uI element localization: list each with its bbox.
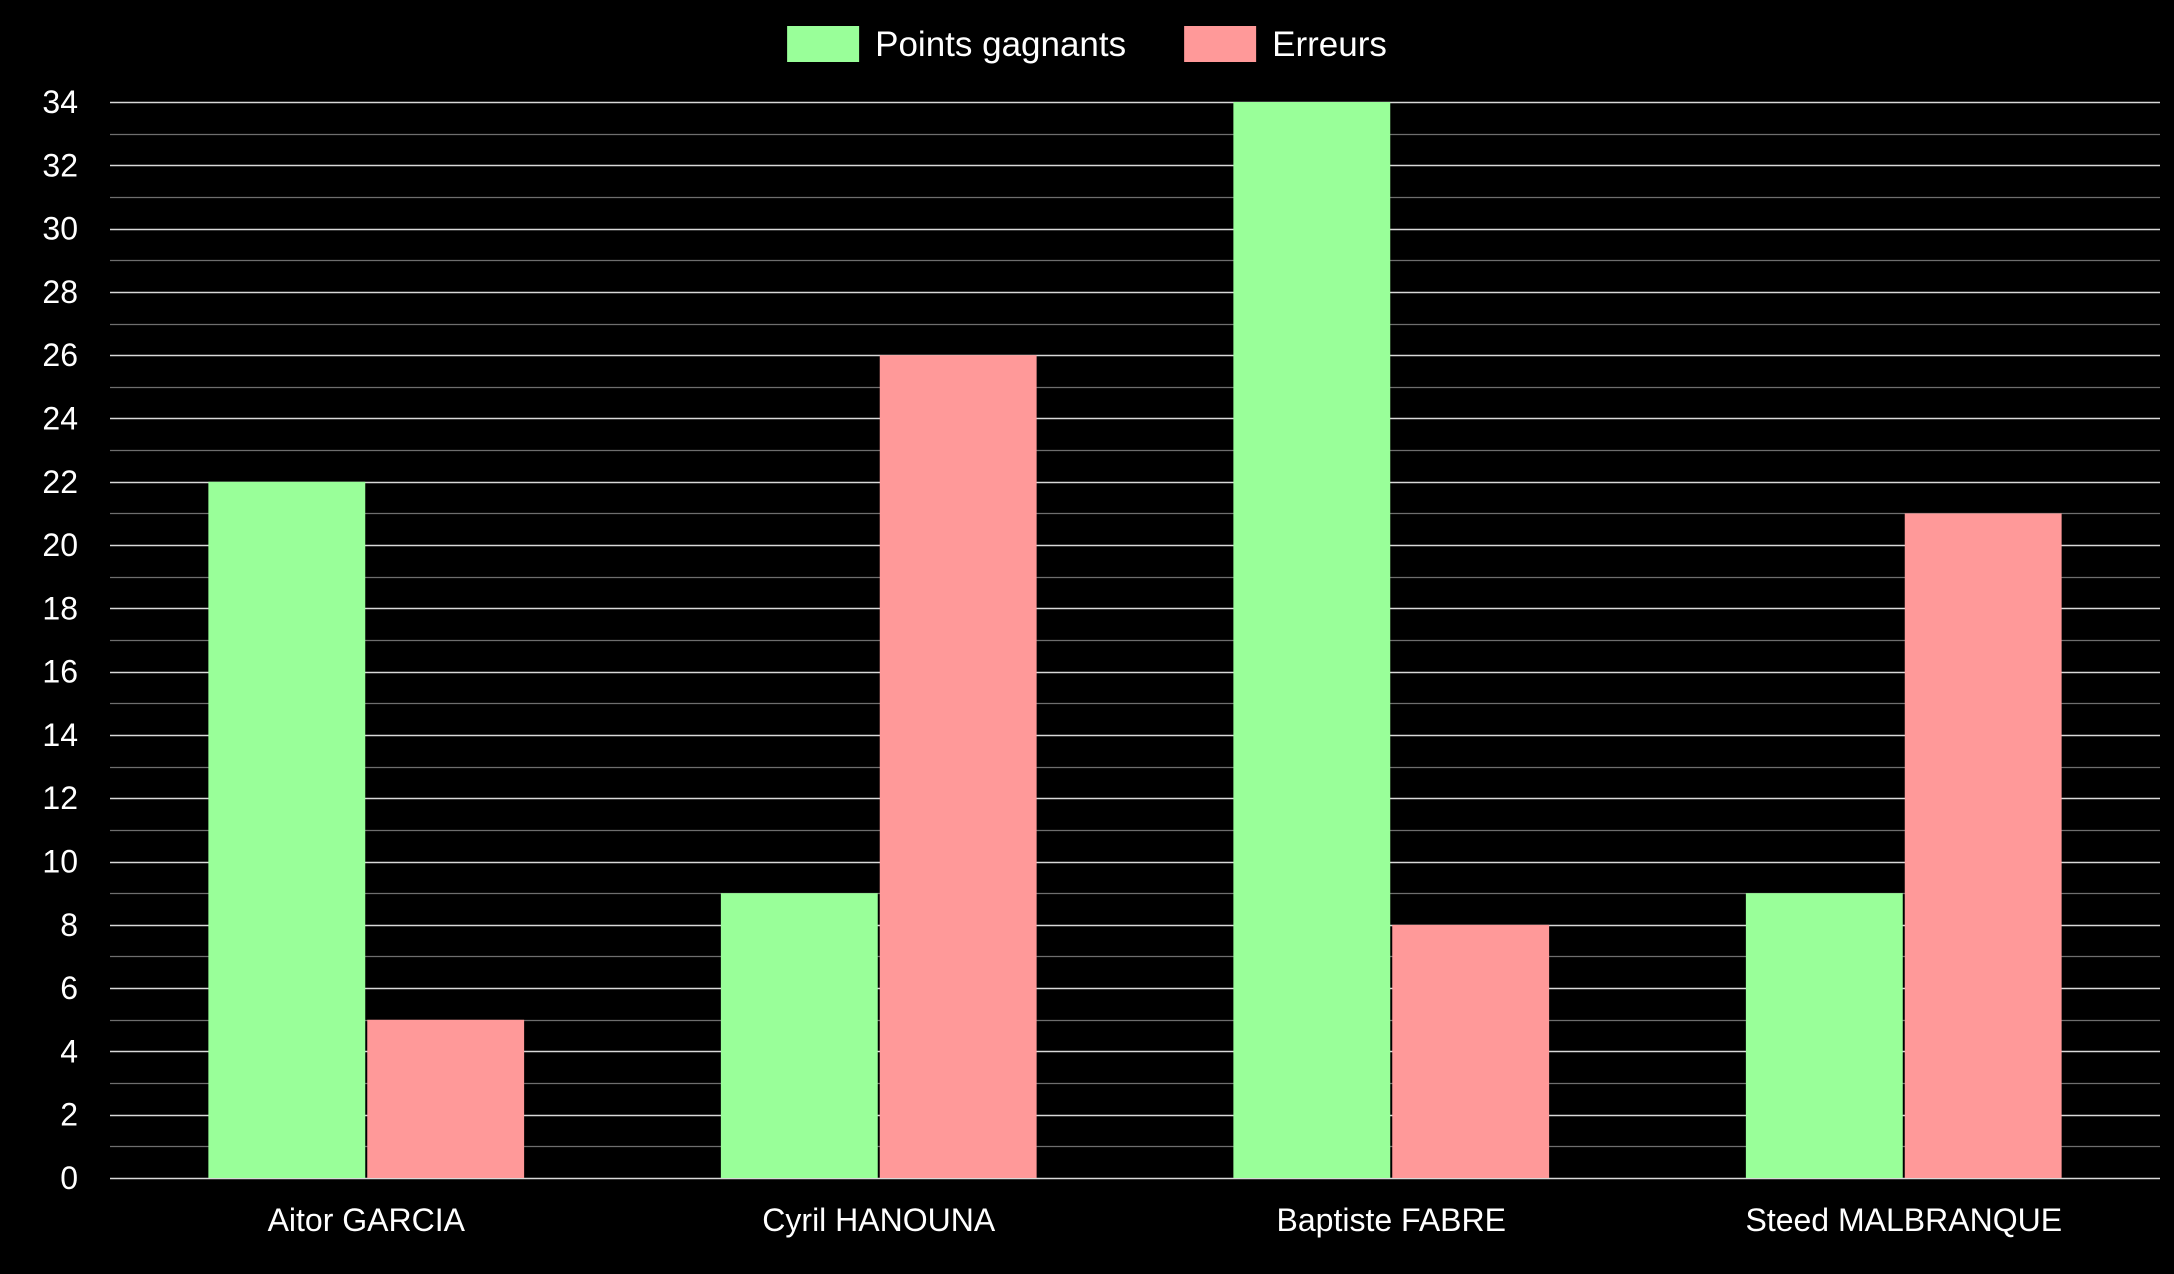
y-tick-label: 26 <box>42 337 78 373</box>
bar-erreurs <box>1904 513 2062 1178</box>
x-tick-label: Steed MALBRANQUE <box>1745 1202 2062 1238</box>
y-tick-label: 6 <box>60 970 78 1006</box>
y-tick-label: 14 <box>42 717 78 753</box>
x-tick-label: Cyril HANOUNA <box>762 1202 996 1238</box>
bar-points-gagnants <box>208 481 366 1178</box>
bar-points-gagnants <box>1745 893 1903 1178</box>
bar-points-gagnants <box>1233 102 1391 1178</box>
legend: Points gagnants Erreurs <box>787 25 1387 64</box>
y-tick-label: 22 <box>42 464 78 500</box>
y-tick-label: 24 <box>42 400 78 436</box>
bar-points-gagnants <box>720 893 878 1178</box>
bars <box>208 102 2062 1178</box>
x-tick-label: Aitor GARCIA <box>268 1202 466 1238</box>
x-tick-label: Baptiste FABRE <box>1277 1202 1506 1238</box>
legend-swatch-points-gagnants <box>787 26 860 62</box>
y-tick-label: 12 <box>42 780 78 816</box>
x-axis-tick-labels: Aitor GARCIA Cyril HANOUNA Baptiste FABRE S… <box>268 1202 2062 1238</box>
y-tick-label: 0 <box>60 1160 78 1196</box>
y-tick-label: 4 <box>60 1033 78 1069</box>
bar-erreurs <box>1392 924 1550 1178</box>
y-tick-label: 20 <box>42 527 78 563</box>
y-tick-label: 10 <box>42 844 78 880</box>
y-tick-label: 2 <box>60 1097 78 1133</box>
legend-label-points-gagnants: Points gagnants <box>875 25 1126 64</box>
y-tick-label: 32 <box>42 147 78 183</box>
y-tick-label: 18 <box>42 590 78 626</box>
y-tick-label: 28 <box>42 274 78 310</box>
bar-erreurs <box>879 355 1037 1178</box>
y-tick-label: 8 <box>60 907 78 943</box>
y-tick-label: 16 <box>42 654 78 690</box>
legend-swatch-erreurs <box>1184 26 1257 62</box>
y-tick-label: 34 <box>42 84 78 120</box>
bar-erreurs <box>367 1019 525 1178</box>
y-tick-label: 30 <box>42 211 78 247</box>
legend-label-erreurs: Erreurs <box>1272 25 1387 64</box>
